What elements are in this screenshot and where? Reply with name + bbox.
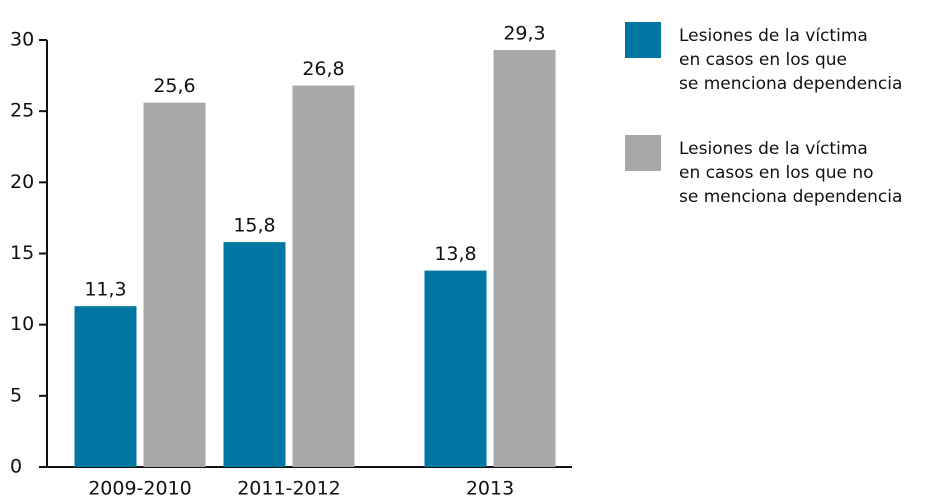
value-label: 29,3	[503, 22, 545, 44]
y-tick-label: 5	[10, 384, 22, 406]
y-tick-label: 15	[10, 242, 34, 264]
x-tick-label: 2013	[466, 478, 514, 500]
value-label: 15,8	[233, 215, 275, 237]
y-tick-label: 20	[10, 171, 34, 193]
legend-label: Lesiones de la víctima en casos en los q…	[679, 139, 903, 207]
y-tick-label: 30	[10, 29, 34, 51]
bar	[292, 85, 355, 468]
value-label: 11,3	[84, 279, 126, 301]
y-tick-label: 0	[10, 456, 22, 478]
legend-item: Lesiones de la víctima en casos en los q…	[625, 22, 902, 96]
bar	[424, 270, 487, 467]
legend-swatch	[625, 22, 661, 58]
bar	[74, 306, 137, 467]
y-tick-label: 25	[10, 100, 34, 122]
bar	[143, 102, 206, 468]
legend-item: Lesiones de la víctima en casos en los q…	[625, 135, 902, 209]
bar	[493, 49, 556, 468]
legend-label: Lesiones de la víctima en casos en los q…	[679, 26, 903, 94]
value-label: 26,8	[302, 58, 344, 80]
x-tick-label: 2011-2012	[237, 478, 341, 500]
x-tick-label: 2009-2010	[88, 478, 192, 500]
bar	[223, 242, 286, 467]
y-tick-label: 10	[10, 313, 34, 335]
value-label: 25,6	[153, 75, 195, 97]
value-label: 13,8	[434, 243, 476, 265]
legend-swatch	[625, 135, 661, 171]
